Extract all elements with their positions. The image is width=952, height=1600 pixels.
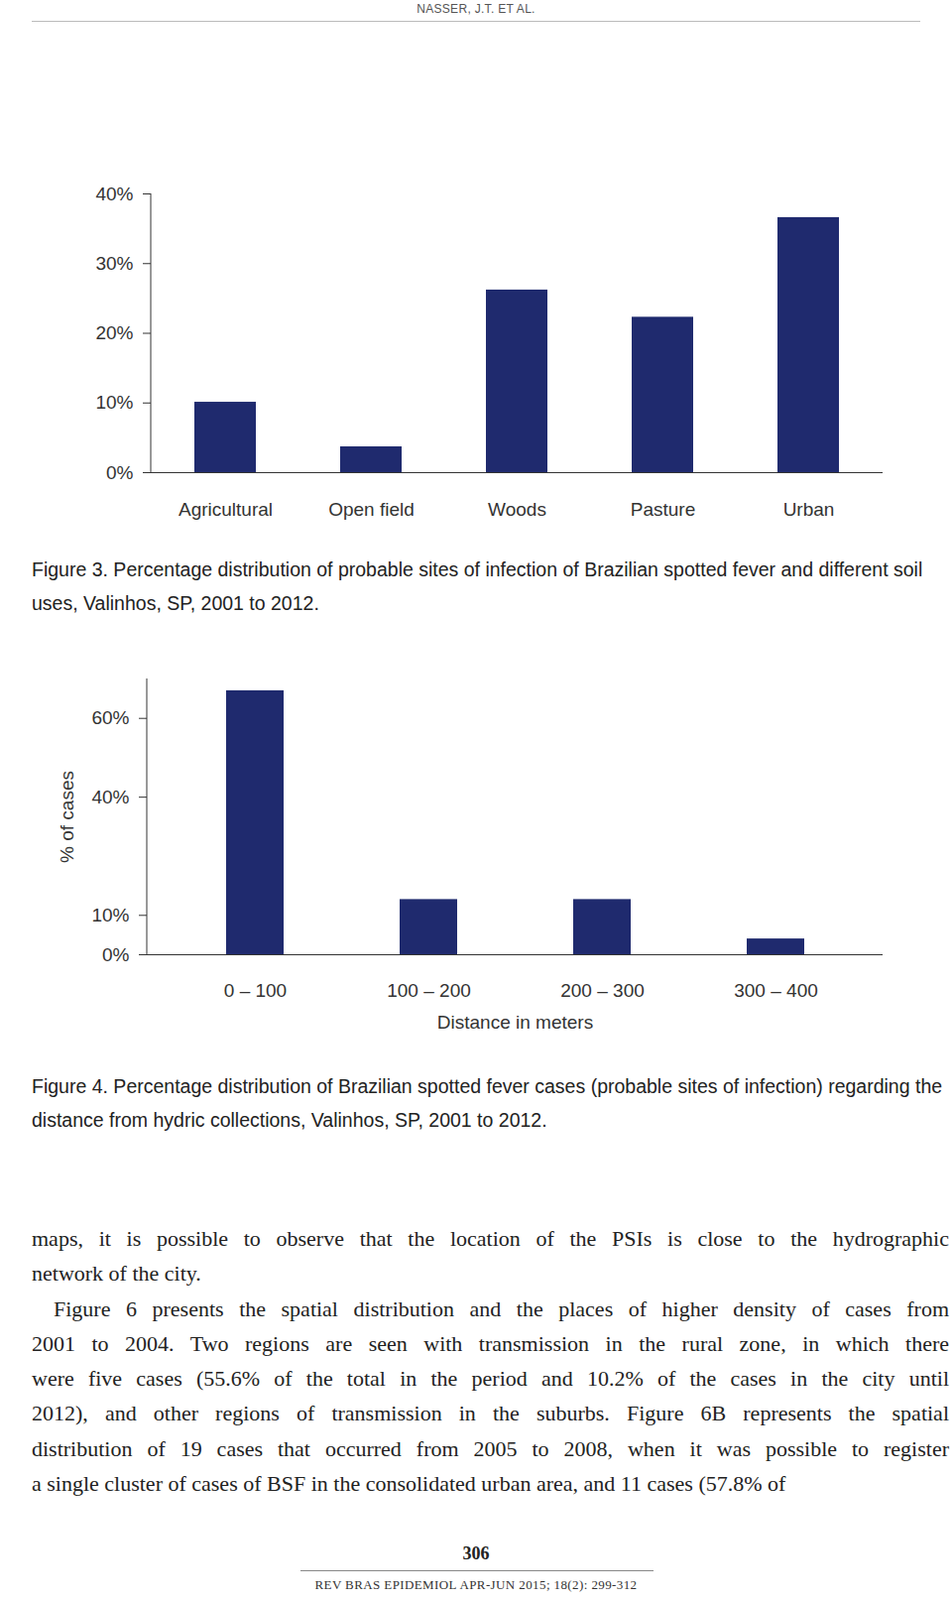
svg-text:0%: 0% [106,462,134,483]
svg-text:Agricultural: Agricultural [178,498,273,520]
svg-text:30%: 30% [95,252,133,274]
html-text:maps, it is possible to observ: maps, it is possible to observe that the… [31,1225,950,1251]
svg-text:20%: 20% [95,322,133,344]
html-text:REV BRAS EPIDEMIOL APR-JUN 201: REV BRAS EPIDEMIOL APR-JUN 2015; 18(2): … [314,1576,638,1592]
svg-text:Open field: Open field [328,498,415,520]
svg-text:Distance in meters: Distance in meters [437,1011,594,1033]
html-text:network of the city.: network of the city. [31,1260,202,1286]
svg-text:Urban: Urban [783,498,835,520]
svg-text:40%: 40% [95,183,133,205]
svg-text:300 – 400: 300 – 400 [733,979,819,1001]
svg-text:0%: 0% [102,944,130,965]
svg-text:10%: 10% [91,904,129,926]
svg-text:Pasture: Pasture [630,498,696,520]
html-text:distribution of 19 cases that: distribution of 19 cases that occurred f… [31,1435,950,1461]
html-text:2012), and other regions of tr: 2012), and other regions of transmission… [31,1400,950,1426]
html-text:306: 306 [462,1543,490,1563]
html-text:were five cases (55.6% of the: were five cases (55.6% of the total in t… [31,1365,950,1391]
html-text:Figure 6 presents the spatial: Figure 6 presents the spatial distributi… [53,1295,950,1321]
svg-text:10%: 10% [95,391,133,413]
svg-text:100 – 200: 100 – 200 [386,979,472,1001]
html-text:2001 to 2004. Two regions are: 2001 to 2004. Two regions are seen with … [31,1330,950,1356]
svg-text:40%: 40% [91,786,129,808]
html-text:a single cluster of cases of B: a single cluster of cases of BSF in the … [31,1470,786,1496]
svg-text:Woods: Woods [487,498,547,520]
html-text:Figure 3. Percentage distribut: Figure 3. Percentage distribution of pro… [31,558,923,614]
svg-text:% of cases: % of cases [56,770,78,863]
svg-text:200 – 300: 200 – 300 [560,979,645,1001]
html-text:NASSER, J.T. ET AL.: NASSER, J.T. ET AL. [416,1,536,16]
html-text:Figure 4. Percentage distribut: Figure 4. Percentage distribution of Bra… [31,1074,943,1131]
svg-text:60%: 60% [91,707,129,728]
svg-text:0 – 100: 0 – 100 [224,979,287,1001]
